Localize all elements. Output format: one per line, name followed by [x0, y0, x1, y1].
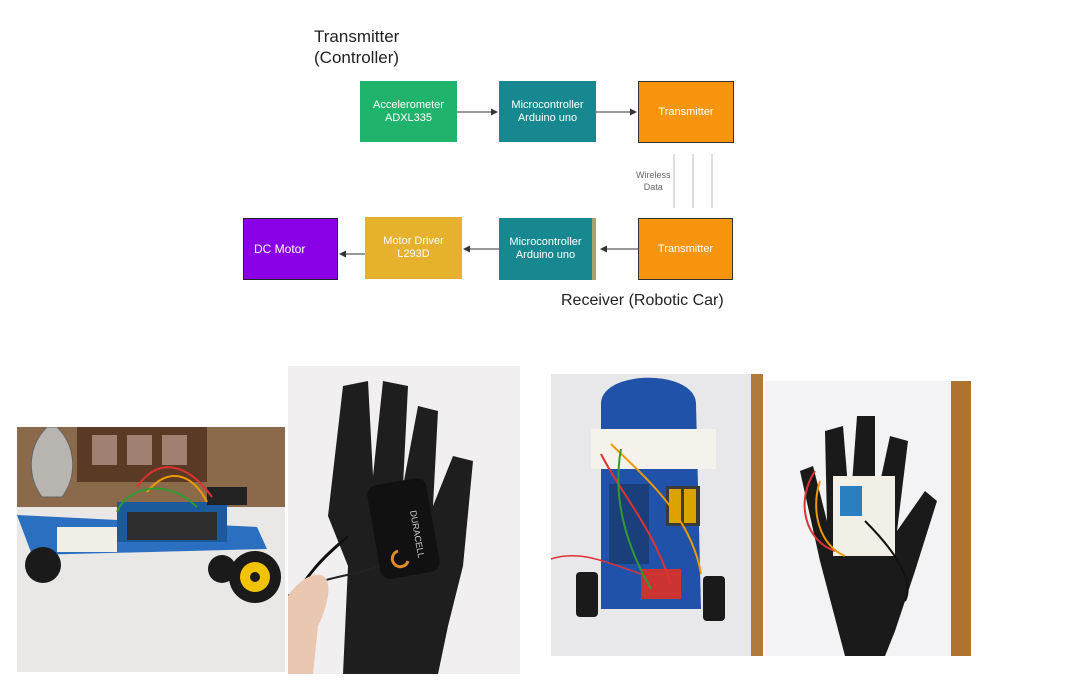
receiver-heading: Receiver (Robotic Car): [561, 292, 724, 309]
glove-breadboard-photo: [765, 381, 971, 656]
transmitter-block-top: Transmitter: [638, 81, 734, 143]
microcontroller-block-receiver: Microcontroller Arduino uno: [499, 218, 596, 280]
car-side-photo: [17, 427, 285, 672]
car-top-photo: [551, 374, 763, 656]
transmitter-block-bottom: Transmitter: [638, 218, 733, 280]
transmitter-heading: Transmitter (Controller): [314, 27, 400, 67]
motor-driver-block: Motor Driver L293D: [365, 217, 462, 279]
glove-battery-photo: DURACELL: [288, 366, 520, 674]
microcontroller-block-transmitter: Microcontroller Arduino uno: [499, 81, 596, 142]
dc-motor-block: DC Motor: [243, 218, 338, 280]
accelerometer-block: Accelerometer ADXL335: [360, 81, 457, 142]
diagram-connectors: [339, 108, 713, 258]
wireless-label: Wireless Data: [636, 170, 671, 192]
